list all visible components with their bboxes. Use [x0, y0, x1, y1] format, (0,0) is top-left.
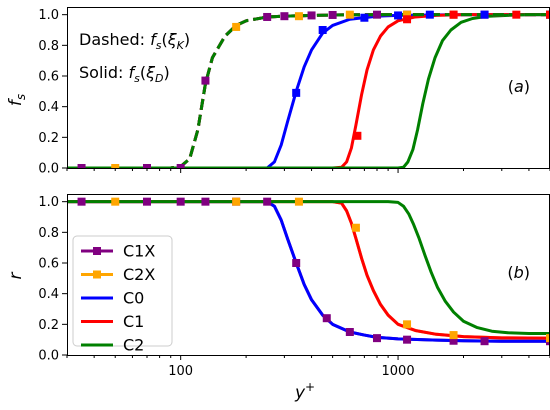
panel-a-ylabel: fs: [6, 94, 28, 106]
y-tick-label-a: 0.2: [38, 131, 59, 146]
legend-label: C2X: [123, 265, 155, 284]
legend-entry-c1x: C1X: [81, 242, 155, 261]
series-marker-a-c2x: [294, 12, 303, 21]
series-marker-a-c1x: [280, 12, 289, 21]
legend-label: C1X: [123, 242, 155, 261]
series-marker-a-c0: [425, 10, 434, 19]
y-tick-label-b: 1.0: [38, 195, 59, 210]
series-marker-b-c2x: [449, 331, 458, 340]
series-line-a-c1-solid: [67, 13, 550, 168]
series-marker-b-c2x: [232, 197, 241, 206]
series-marker-b-c2x: [294, 197, 303, 206]
series-marker-a-c1: [512, 10, 521, 19]
series-line-a-c2-dashed: [67, 13, 550, 168]
series-marker-a-c1: [546, 10, 550, 19]
series-marker-a-c2x: [111, 164, 120, 168]
y-tick-label-a: 0.6: [38, 70, 59, 85]
series-marker-b-c1x: [201, 197, 210, 206]
legend-entry-c2x: C2X: [81, 265, 155, 284]
series-marker-a-c1x: [77, 164, 86, 168]
series-marker-a-c2x: [345, 10, 354, 19]
series-marker-a-c1x: [372, 10, 381, 19]
series-line-b-c2-solid: [67, 200, 550, 336]
series-marker-b-c2x: [351, 223, 360, 232]
series-marker-b-c1x: [449, 336, 458, 345]
series-marker-a-c2x: [232, 22, 241, 31]
series-marker-b-c1x: [142, 197, 151, 206]
series-marker-a-c1: [403, 15, 412, 24]
series-marker-b-c1x: [480, 337, 489, 346]
series-marker-a-c2x: [403, 10, 412, 19]
annotation-dashed: Dashed: fs(ξK): [79, 30, 190, 52]
series-marker-a-c1x: [328, 10, 337, 19]
y-tick-label-a: 0.4: [38, 100, 59, 115]
series-marker-b-c1x: [263, 197, 272, 206]
y-tick-label-b: 0.8: [38, 226, 59, 241]
series-marker-a-c0: [318, 26, 327, 34]
label-layer: fs r y+ (a) (b) Dashed: fs(ξK) Solid: fs…: [6, 30, 530, 403]
frame-layer: 0.0 0.2 0.4 0.6 0.8 1.0 0.0 0.2 0.4 0.6 0.8 1.0 100 1…: [38, 7, 550, 379]
legend-label: C1: [123, 312, 144, 331]
y-tick-label-a: 1.0: [38, 8, 59, 23]
series-marker-a-c0: [480, 10, 489, 19]
legend-entry-c2: C2: [81, 336, 144, 355]
legend-label: C0: [123, 289, 144, 308]
series-marker-b-c1x: [345, 328, 354, 336]
series-marker-b-c1x: [372, 334, 381, 343]
series-marker-a-c1: [353, 131, 362, 140]
y-tick-label-b: 0.4: [38, 287, 59, 302]
y-tick-label-a: 0.0: [38, 162, 59, 177]
series-marker-b-c1x: [176, 197, 185, 206]
series-marker-a-c0: [360, 13, 369, 22]
legend-label: C2: [123, 336, 144, 355]
x-tick-label: 1000: [382, 364, 415, 379]
series-marker-b-c1x: [77, 197, 86, 206]
annotation-solid: Solid: fs(ξD): [79, 63, 170, 85]
series-marker-b-c1x: [403, 335, 412, 344]
series-marker-a-c1x: [307, 11, 316, 20]
y-tick-label-a: 0.8: [38, 39, 59, 54]
series-marker-a-c0: [394, 11, 403, 20]
legend: C1X C2X C0 C1 C2: [72, 235, 173, 355]
series-marker-b-c2x: [111, 197, 120, 206]
series-marker-b-c2x: [403, 320, 412, 329]
legend-marker: [93, 270, 101, 279]
series-marker-b-c2x: [546, 334, 550, 343]
series-line-b-c1-solid: [67, 200, 550, 340]
panel-a-plot-area: [67, 10, 550, 168]
series-marker-a-c0: [292, 88, 301, 97]
legend-marker: [93, 247, 101, 255]
panel-b-ylabel: r: [6, 272, 26, 280]
panel-a-label: (a): [508, 77, 530, 96]
y-tick-label-b: 0.2: [38, 318, 59, 333]
legend-entry-c1: C1: [81, 312, 144, 331]
x-tick-label: 100: [168, 364, 193, 379]
plot-layer: [67, 10, 550, 346]
series-marker-b-c1x: [322, 314, 331, 323]
legend-entry-c0: C0: [81, 289, 144, 308]
panel-b-xlabel: y+: [294, 380, 315, 403]
series-marker-b-c1x: [292, 259, 301, 267]
legend-box: [72, 235, 173, 347]
y-tick-label-b: 0.6: [38, 257, 59, 272]
y-tick-label-b: 0.0: [38, 349, 59, 364]
panel-b-plot-area: [67, 197, 550, 346]
series-marker-a-c1x: [176, 164, 185, 168]
series-marker-a-c1: [449, 10, 458, 19]
series-marker-a-c1x: [263, 12, 272, 21]
series-marker-a-c1x: [142, 164, 151, 168]
series-marker-a-c1x: [201, 76, 210, 85]
panel-b-label: (b): [507, 263, 530, 282]
